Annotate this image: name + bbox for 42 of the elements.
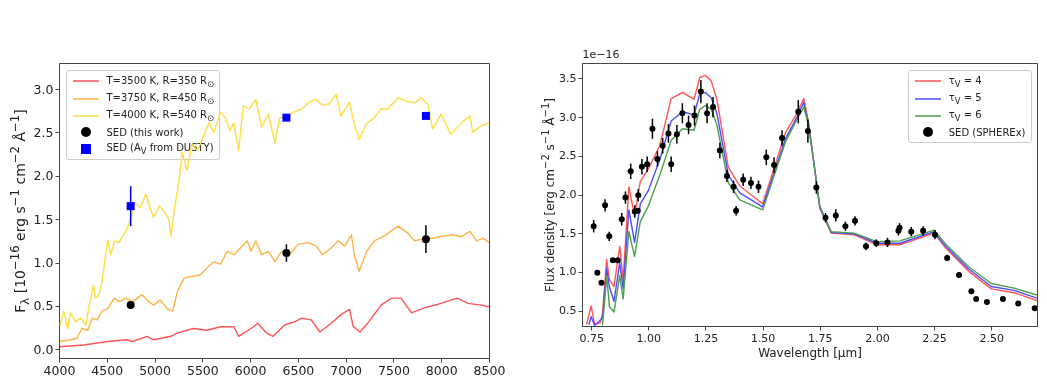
x-tick-label: 8000	[425, 362, 458, 378]
y-tick-label: 1.5	[559, 226, 577, 240]
legend-label: T=3500 K, R=350 R$_{⊙}$	[106, 73, 215, 90]
x-tick-label: 7000	[330, 362, 363, 378]
y-tick-label: 2.0	[559, 188, 577, 201]
y-tick-label: 3.5	[559, 71, 577, 85]
x-tick-label: 0.75	[579, 331, 604, 345]
x-tick-label: 7500	[378, 362, 410, 378]
x-tick-label: 5500	[186, 362, 219, 378]
y-tick-label: 1.0	[559, 265, 577, 279]
y-tick-label: 3.0	[33, 81, 54, 97]
legend-label: τ$_{V}$ = 4	[948, 73, 982, 90]
y-tick-label: 0.0	[33, 341, 54, 357]
x-tick-label: 1.50	[750, 331, 776, 345]
legend-label: τ$_{V}$ = 5	[948, 91, 982, 108]
x-tick-label: 1.00	[636, 331, 662, 345]
y-tick-label: 2.5	[559, 149, 577, 163]
text: 1e−16	[582, 47, 620, 61]
x-tick-label: 4000	[43, 362, 76, 378]
y-tick-label: 0.5	[33, 298, 54, 314]
x-tick-label: 5000	[139, 362, 172, 378]
x-tick-label: 1.25	[693, 331, 719, 345]
legend-label: T=4000 K, R=540 R$_{⊙}$	[106, 108, 215, 125]
x-axis-title: Wavelength [μm]	[758, 345, 862, 360]
y-tick-label: 1.0	[33, 255, 54, 271]
x-tick-label: 1.75	[808, 331, 833, 345]
x-tick-label: 8500	[473, 362, 506, 378]
x-tick-label: 2.00	[865, 331, 890, 345]
x-tick-label: 2.50	[979, 331, 1005, 345]
x-tick-label: 6000	[234, 362, 267, 378]
y-tick-label: 2.5	[33, 124, 54, 140]
x-tick-label: 6500	[282, 362, 315, 378]
legend-label: τ$_{V}$ = 6	[948, 108, 982, 125]
y-tick-label: 3.0	[559, 110, 577, 124]
x-tick-label: 4500	[91, 362, 124, 378]
x-tick-label: 2.25	[922, 331, 947, 345]
legend-label: T=3750 K, R=450 R$_{⊙}$	[106, 91, 215, 108]
y-tick-label: 2.0	[33, 168, 54, 184]
legend-label: SED (this work)	[106, 125, 184, 140]
legend-label: SED (SPHEREx)	[948, 125, 1026, 140]
y-tick-label: 0.5	[559, 304, 577, 318]
y-tick-label: 1.5	[33, 211, 54, 227]
